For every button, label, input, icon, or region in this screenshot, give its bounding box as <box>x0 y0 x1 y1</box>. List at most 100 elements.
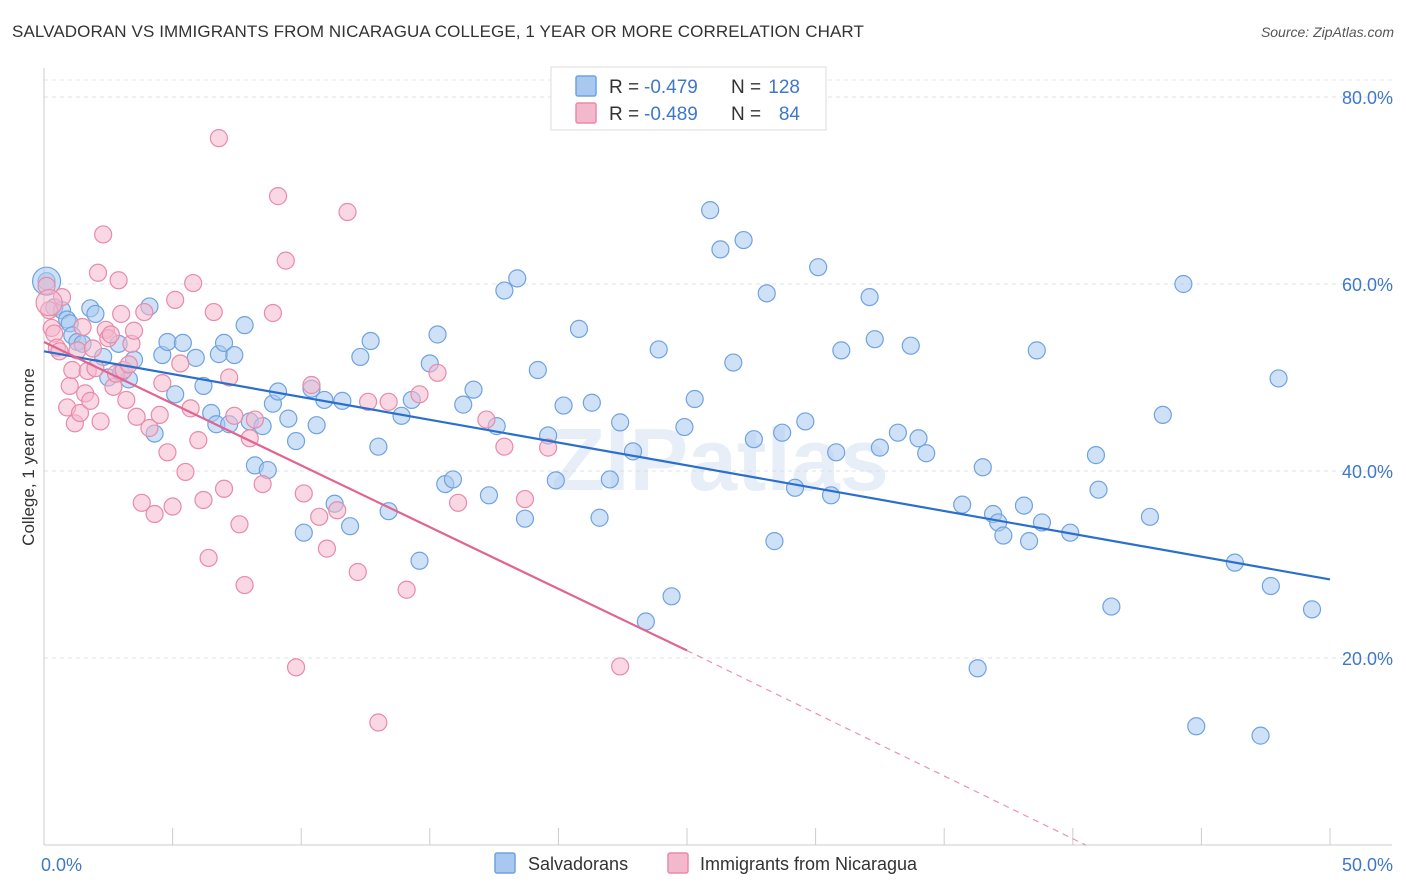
data-point <box>194 376 213 396</box>
data-point <box>328 501 347 520</box>
data-point <box>158 332 177 352</box>
data-point <box>1187 717 1206 736</box>
data-point <box>757 284 776 303</box>
data-point <box>600 470 619 489</box>
data-point <box>338 202 357 222</box>
data-point <box>428 363 447 382</box>
data-point <box>268 187 288 206</box>
legend-r-value: -0.479 <box>644 77 698 98</box>
data-point <box>1014 496 1034 515</box>
data-point <box>294 523 313 542</box>
legend-bottom-swatch-salvadorans <box>494 852 516 874</box>
data-point <box>515 509 535 528</box>
data-point <box>214 333 234 353</box>
data-point <box>611 657 630 676</box>
data-point <box>91 412 110 431</box>
data-point <box>369 437 388 456</box>
data-point <box>515 489 535 509</box>
data-point <box>724 353 743 372</box>
data-point <box>1027 341 1046 360</box>
data-point <box>495 281 514 300</box>
data-point <box>1019 532 1039 551</box>
legend-bottom: Salvadorans Immigrants from Nicaragua <box>494 852 918 874</box>
legend-n-label: N = <box>731 104 761 125</box>
data-point <box>397 580 416 599</box>
data-point <box>171 354 190 373</box>
data-point <box>796 412 815 431</box>
data-point <box>479 486 499 505</box>
data-point <box>410 551 429 570</box>
data-point <box>310 507 329 526</box>
legend-n-label: N = <box>731 77 761 98</box>
data-point <box>112 304 131 324</box>
series-nicaragua <box>35 129 630 732</box>
y-tick-label: 20.0% <box>1342 649 1393 669</box>
legend-r-value: -0.489 <box>644 104 698 125</box>
data-point <box>1302 600 1322 619</box>
source-credit: Source: ZipAtlas.com <box>1260 24 1394 40</box>
data-point <box>443 470 463 489</box>
data-point <box>88 263 108 282</box>
data-point <box>333 391 352 410</box>
data-point <box>189 431 208 450</box>
x-tick-labels: 0.0% 50.0% <box>41 855 1393 875</box>
data-point <box>1086 446 1106 465</box>
data-point <box>199 548 218 568</box>
data-point <box>1174 274 1193 294</box>
data-point <box>230 515 249 534</box>
data-point <box>209 129 228 148</box>
data-point <box>973 458 992 477</box>
data-point <box>253 474 272 494</box>
data-point <box>701 201 720 220</box>
data-point <box>495 437 514 456</box>
data-point <box>582 393 601 412</box>
data-point <box>302 375 321 395</box>
data-point <box>184 273 203 293</box>
data-point <box>286 658 306 677</box>
data-point <box>711 240 730 259</box>
x-tick-label: 0.0% <box>41 855 82 875</box>
data-point <box>662 587 681 606</box>
data-point <box>428 325 447 344</box>
data-point <box>827 443 846 462</box>
data-point <box>94 225 113 244</box>
data-point <box>888 423 908 442</box>
data-point <box>1102 597 1121 616</box>
data-point <box>127 407 146 426</box>
data-point <box>186 348 205 367</box>
y-axis-title: College, 1 year or more <box>19 368 38 546</box>
data-point <box>590 508 609 527</box>
legend-bottom-swatch-nicaragua <box>667 852 689 874</box>
data-point <box>163 497 182 516</box>
data-point <box>279 409 298 428</box>
data-point <box>448 493 468 512</box>
trend-line-1 <box>43 340 688 652</box>
data-point <box>773 423 792 442</box>
data-point <box>649 340 668 359</box>
data-point <box>860 287 879 307</box>
data-point <box>225 406 244 425</box>
data-point <box>83 339 102 358</box>
data-point <box>235 316 254 335</box>
data-point <box>744 430 763 449</box>
y-tick-label: 40.0% <box>1342 462 1393 482</box>
data-point <box>865 330 884 349</box>
data-point <box>994 526 1013 545</box>
data-point <box>546 471 565 490</box>
legend-r-label: R = <box>609 104 639 125</box>
data-point <box>968 659 987 678</box>
data-point <box>351 347 370 367</box>
legend-swatch-nicaragua <box>575 102 597 124</box>
data-point <box>73 317 92 337</box>
data-point <box>569 319 589 338</box>
data-point <box>1140 507 1160 526</box>
data-point <box>194 490 213 510</box>
data-point <box>410 385 429 404</box>
data-point <box>60 376 79 396</box>
data-point <box>276 251 295 270</box>
legend-box <box>550 66 827 131</box>
data-point <box>140 418 159 438</box>
data-point <box>539 438 558 457</box>
data-point <box>1153 405 1172 424</box>
